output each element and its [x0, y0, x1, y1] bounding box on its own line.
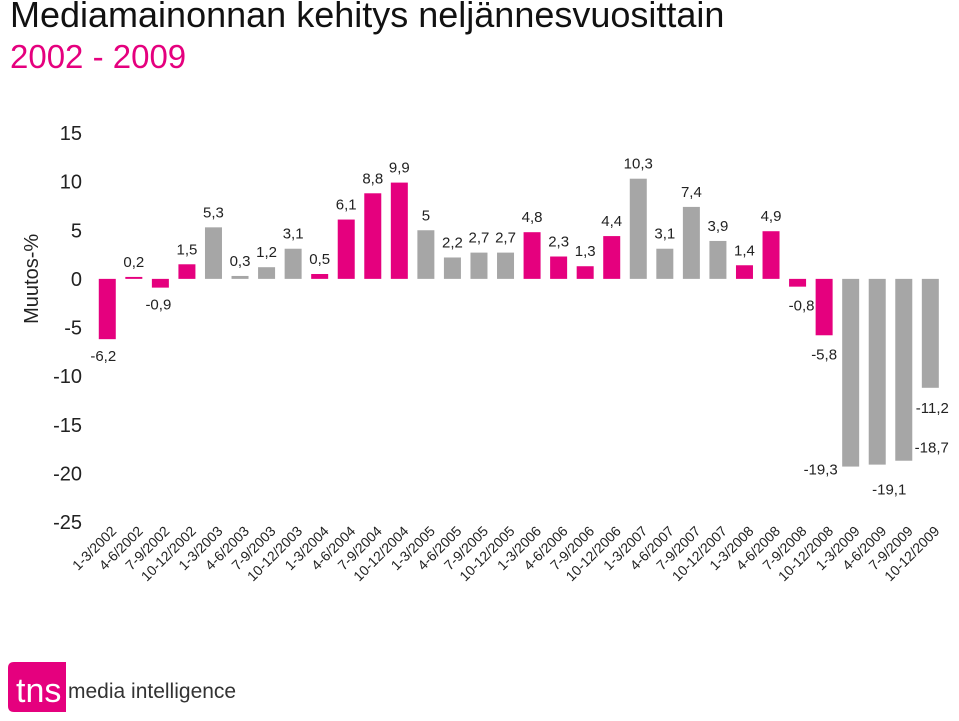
y-tick-label: -5	[64, 318, 82, 340]
data-label: -0,9	[145, 297, 171, 314]
bar	[204, 227, 222, 279]
bar	[231, 275, 249, 279]
data-label: 5,3	[203, 204, 224, 221]
bar	[523, 232, 541, 279]
bar	[390, 182, 408, 279]
y-tick-label: 5	[71, 220, 82, 242]
bar	[337, 219, 355, 279]
logo-brand: tns	[16, 672, 61, 710]
bar	[629, 178, 647, 279]
bar	[735, 265, 753, 279]
data-label: 5	[422, 207, 430, 224]
bar	[921, 278, 939, 388]
data-label: 0,5	[309, 251, 330, 268]
y-tick-label: 15	[60, 123, 82, 145]
data-label: -0,8	[789, 298, 815, 315]
y-tick-label: 10	[60, 172, 82, 194]
data-label: -5,8	[811, 346, 837, 363]
bar	[258, 267, 276, 279]
y-tick-label: -20	[53, 463, 82, 485]
data-label: 1,5	[176, 241, 197, 258]
data-label: 3,1	[654, 226, 675, 243]
bar	[682, 206, 700, 279]
data-label: 2,7	[469, 230, 490, 247]
data-label: -6,2	[90, 348, 116, 365]
bar	[576, 266, 594, 279]
bar	[842, 278, 860, 467]
data-label: 1,3	[575, 243, 596, 260]
bar	[497, 252, 515, 279]
data-label: 2,7	[495, 230, 516, 247]
bar	[284, 248, 302, 279]
bar	[603, 236, 621, 279]
data-label: -18,7	[915, 440, 949, 457]
tns-logo: tns	[8, 662, 66, 712]
y-tick-label: -25	[53, 512, 82, 534]
data-label: 7,4	[681, 184, 702, 201]
data-label: 0,2	[123, 254, 144, 271]
bar	[815, 278, 833, 336]
bar	[178, 264, 196, 279]
data-label: 6,1	[336, 197, 357, 214]
data-label: 3,1	[283, 226, 304, 243]
y-tick-label: -10	[53, 366, 82, 388]
bar	[895, 278, 913, 461]
data-label: -11,2	[916, 400, 949, 417]
data-label: -19,1	[872, 482, 906, 499]
data-label: 4,9	[761, 208, 782, 225]
bar	[868, 278, 886, 465]
data-label: 10,3	[624, 156, 653, 173]
data-label: 9,9	[389, 160, 410, 177]
chart-subtitle: 2002 - 2009	[10, 38, 187, 75]
data-label: 4,4	[601, 213, 622, 230]
bar	[470, 252, 488, 279]
data-label: 1,2	[256, 244, 277, 261]
data-label: 1,4	[734, 242, 755, 259]
bar	[125, 276, 143, 279]
bar	[550, 256, 568, 279]
logo-text: media intelligence	[68, 680, 237, 703]
bar	[311, 274, 329, 279]
y-axis-label: Muutos-%	[21, 234, 43, 324]
bar	[762, 231, 780, 279]
data-label: 3,9	[707, 218, 728, 235]
bar	[443, 257, 461, 279]
bar	[417, 230, 435, 279]
chart-title: Mediamainonnan kehitys neljännesvuositta…	[10, 0, 725, 35]
bar	[656, 248, 674, 279]
data-label: 2,2	[442, 234, 463, 251]
bar	[98, 278, 116, 340]
data-label: 2,3	[548, 234, 569, 251]
data-label: 0,3	[230, 253, 251, 270]
bar	[709, 240, 727, 279]
data-label: -19,3	[804, 462, 838, 479]
y-tick-label: 0	[71, 269, 82, 291]
bar	[151, 278, 169, 288]
bar	[789, 278, 807, 287]
data-label: 4,8	[522, 209, 543, 226]
data-label: 8,8	[362, 170, 383, 187]
bar	[364, 193, 382, 279]
y-tick-label: -15	[53, 415, 82, 437]
